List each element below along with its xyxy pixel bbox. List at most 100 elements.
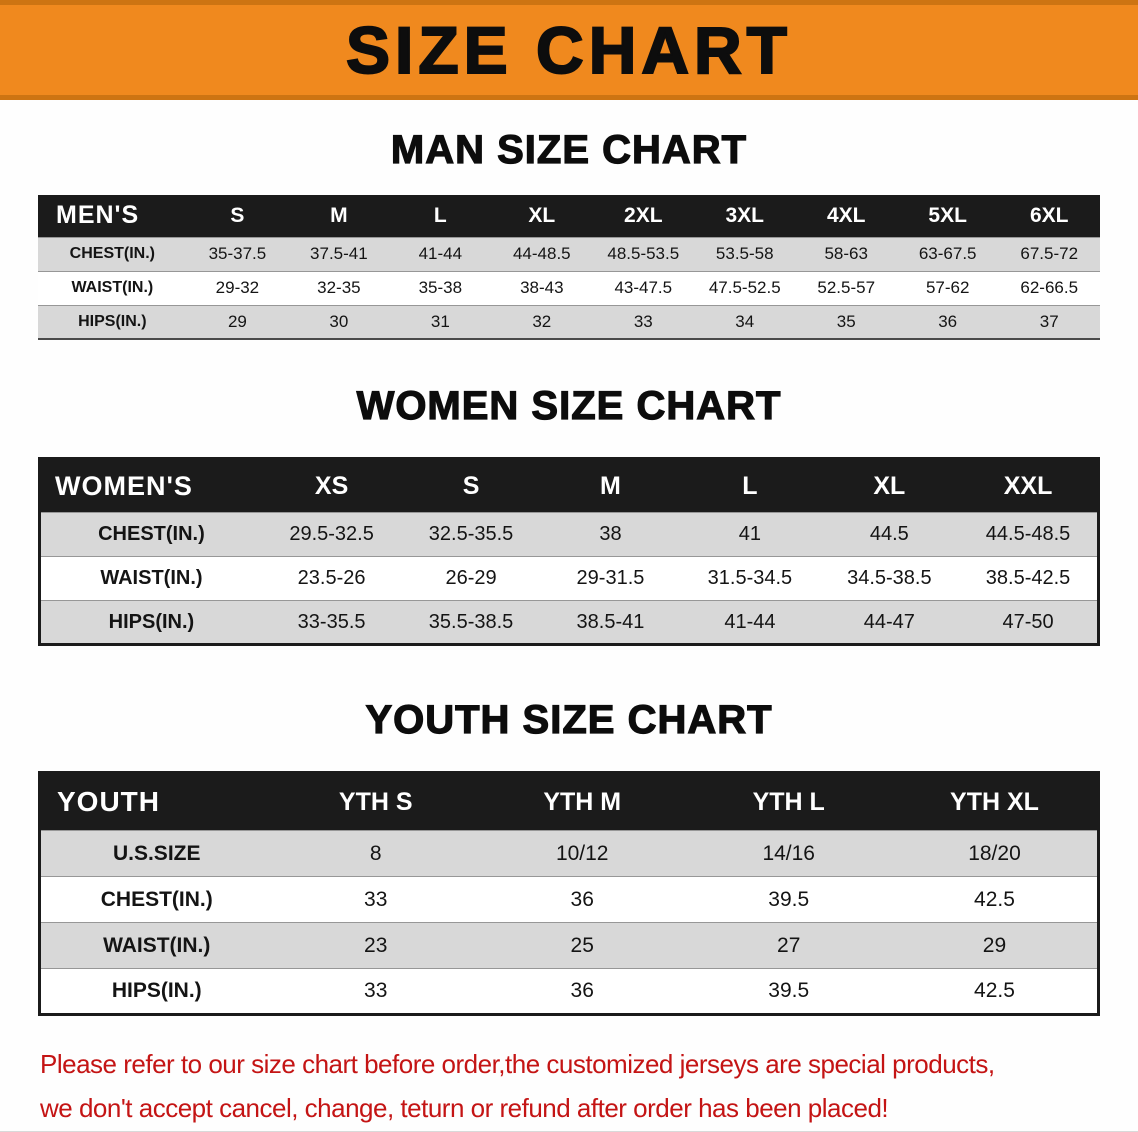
table-row: HIPS(IN.) 29 30 31 32 33 34 35 36 37 <box>38 305 1100 339</box>
size-value-cell: 39.5 <box>768 887 810 911</box>
size-value-cell: 47.5-52.5 <box>708 278 781 297</box>
table-row: CHEST(IN.) 33 36 39.5 42.5 <box>39 876 1099 923</box>
size-value-cell: 31 <box>430 311 450 331</box>
footer-note: Please refer to our size chart before or… <box>40 1042 1138 1130</box>
size-column-header: M <box>540 458 681 513</box>
men-size-table: MEN'S S M L XL 2XL 3XL 4XL 5XL 6XL CHEST(IN.) 35-37… <box>38 195 1100 340</box>
women-size-table: WOMEN'S XS S M L XL XXL CHEST(IN.) 29.5-32.5 32.5… <box>38 457 1100 646</box>
size-value-cell: 38.5-41 <box>576 610 645 633</box>
size-value-cell: 30 <box>329 311 349 331</box>
size-value-cell: 32.5-35.5 <box>428 523 514 545</box>
size-value-cell: 29 <box>982 933 1007 957</box>
table-row: WAIST(IN.) 29-32 32-35 35-38 38-43 43-47.5 47.… <box>38 271 1100 305</box>
banner-title: SIZE CHART <box>345 13 792 87</box>
size-value-cell: 44.5 <box>869 523 909 545</box>
size-value-cell: 29.5-32.5 <box>289 523 374 545</box>
table-row: CHEST(IN.) 29.5-32.5 32.5-35.5 38 41 44.5 44.5… <box>39 512 1099 557</box>
measurement-row-label: WAIST(IN.) <box>71 279 154 296</box>
measurement-row-label: CHEST(IN.) <box>98 523 205 545</box>
size-value-cell: 57-62 <box>925 278 970 297</box>
size-value-cell: 41-44 <box>418 244 463 263</box>
size-value-cell: 38.5-42.5 <box>985 567 1071 589</box>
size-value-cell: 35 <box>836 311 856 331</box>
table-header-row: YOUTH YTH S YTH M YTH L YTH XL <box>39 772 1099 831</box>
size-value-cell: 48.5-53.5 <box>607 244 680 263</box>
size-value-cell: 33-35.5 <box>297 610 366 633</box>
size-value-cell: 34.5-38.5 <box>847 567 932 589</box>
size-value-cell: 62-66.5 <box>1020 278 1079 297</box>
size-value-cell: 32-35 <box>317 278 361 297</box>
size-column-header: XL <box>819 458 960 513</box>
size-value-cell: 41 <box>738 523 762 545</box>
size-value-cell: 23 <box>364 933 388 957</box>
size-value-cell: 52.5-57 <box>817 278 876 297</box>
measurement-row-label: HIPS(IN.) <box>111 979 202 1002</box>
youth-size-table: YOUTH YTH S YTH M YTH L YTH XL U.S.SIZE 8 10/12… <box>38 771 1100 1016</box>
table-row: HIPS(IN.) 33-35.5 35.5-38.5 38.5-41 41-44 44-… <box>39 600 1099 645</box>
size-value-cell: 29-31.5 <box>576 567 645 589</box>
size-value-cell: 33 <box>364 979 388 1002</box>
size-column-header: 2XL <box>592 195 695 237</box>
measurement-row-label: CHEST(IN.) <box>100 887 213 911</box>
size-value-cell: 63-67.5 <box>918 244 977 263</box>
size-column-header: XXL <box>959 458 1099 513</box>
women-section-heading: WOMEN SIZE CHART <box>356 383 782 428</box>
table-header-row: MEN'S S M L XL 2XL 3XL 4XL 5XL 6XL <box>38 195 1100 237</box>
table-group-label: YOUTH <box>39 772 273 831</box>
size-column-header: YTH S <box>272 772 479 831</box>
size-value-cell: 37 <box>1039 311 1059 331</box>
size-value-cell: 36 <box>938 311 958 331</box>
table-group-label: MEN'S <box>38 195 187 237</box>
size-value-cell: 33 <box>364 887 388 911</box>
size-value-cell: 18/20 <box>968 841 1021 865</box>
size-column-header: 6XL <box>998 195 1100 237</box>
size-value-cell: 47-50 <box>1002 610 1054 633</box>
size-column-header: YTH M <box>478 772 686 831</box>
size-column-header: S <box>401 458 541 513</box>
size-value-cell: 37.5-41 <box>310 244 368 263</box>
measurement-row-label: HIPS(IN.) <box>78 312 147 330</box>
size-value-cell: 53.5-58 <box>715 244 774 263</box>
table-row: CHEST(IN.) 35-37.5 37.5-41 41-44 44-48.5 48.5… <box>38 237 1100 271</box>
size-value-cell: 44.5-48.5 <box>985 523 1071 545</box>
size-value-cell: 44-47 <box>863 610 915 633</box>
size-value-cell: 58-63 <box>824 244 868 263</box>
size-column-header: YTH XL <box>891 772 1099 831</box>
size-column-header: M <box>288 195 390 237</box>
footer-note-line-2: we don't accept cancel, change, teturn o… <box>40 1093 889 1123</box>
size-value-cell: 43-47.5 <box>614 278 673 297</box>
size-value-cell: 31.5-34.5 <box>707 567 793 589</box>
size-column-header: S <box>186 195 289 237</box>
size-value-cell: 35.5-38.5 <box>428 610 514 633</box>
size-chart-banner: SIZE CHART <box>0 0 1138 100</box>
size-value-cell: 26-29 <box>445 567 497 589</box>
size-value-cell: 42.5 <box>974 887 1015 911</box>
size-value-cell: 14/16 <box>762 841 815 865</box>
size-value-cell: 42.5 <box>974 979 1015 1002</box>
size-column-header: L <box>389 195 492 237</box>
size-value-cell: 35-37.5 <box>208 244 267 263</box>
table-row: U.S.SIZE 8 10/12 14/16 18/20 <box>39 830 1099 877</box>
footer-note-line-1: Please refer to our size chart before or… <box>40 1049 995 1079</box>
table-row: WAIST(IN.) 23 25 27 29 <box>39 922 1099 969</box>
measurement-row-label: WAIST(IN.) <box>103 933 211 957</box>
size-value-cell: 41-44 <box>724 610 776 633</box>
size-column-header: YTH L <box>685 772 892 831</box>
size-value-cell: 35-38 <box>418 278 463 297</box>
table-row: WAIST(IN.) 23.5-26 26-29 29-31.5 31.5-34.5 34… <box>39 556 1099 601</box>
size-value-cell: 25 <box>570 933 594 957</box>
size-value-cell: 10/12 <box>555 841 609 865</box>
measurement-row-label: U.S.SIZE <box>112 841 201 865</box>
size-value-cell: 44-48.5 <box>512 244 571 263</box>
size-value-cell: 38-43 <box>520 278 564 297</box>
size-value-cell: 39.5 <box>768 979 810 1002</box>
size-column-header: 3XL <box>694 195 796 237</box>
size-value-cell: 29-32 <box>215 278 260 297</box>
size-column-header: L <box>680 458 820 513</box>
size-value-cell: 38 <box>599 523 622 545</box>
size-value-cell: 32 <box>532 311 552 331</box>
table-header-row: WOMEN'S XS S M L XL XXL <box>39 458 1099 513</box>
measurement-row-label: WAIST(IN.) <box>100 567 203 589</box>
measurement-row-label: CHEST(IN.) <box>69 245 155 262</box>
